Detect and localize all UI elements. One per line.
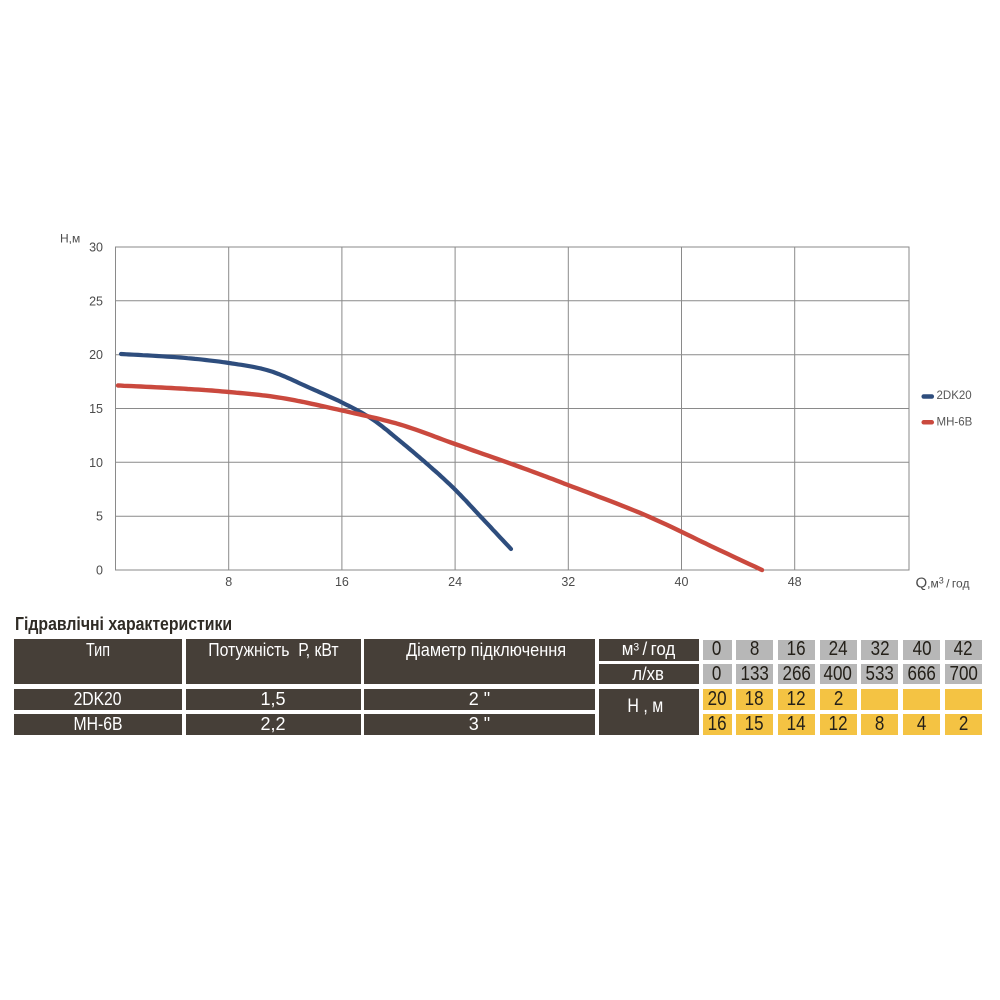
svg-text:30: 30: [89, 241, 103, 255]
svg-text:8: 8: [225, 575, 232, 589]
svg-text:32: 32: [561, 575, 575, 589]
svg-text:15: 15: [89, 402, 103, 416]
svg-text:2DK20: 2DK20: [937, 390, 972, 402]
svg-text:16: 16: [335, 575, 349, 589]
svg-text:H,м: H,м: [60, 232, 80, 246]
svg-text:24: 24: [448, 575, 462, 589]
svg-text:0: 0: [96, 564, 103, 578]
svg-text:Q,м3 / год: Q,м3 / год: [916, 575, 970, 592]
svg-text:40: 40: [675, 575, 689, 589]
svg-text:МН-6В: МН-6В: [937, 417, 973, 429]
svg-text:48: 48: [788, 575, 802, 589]
svg-text:20: 20: [89, 348, 103, 362]
svg-text:5: 5: [96, 510, 103, 524]
svg-text:25: 25: [89, 294, 103, 308]
svg-text:10: 10: [89, 456, 103, 470]
